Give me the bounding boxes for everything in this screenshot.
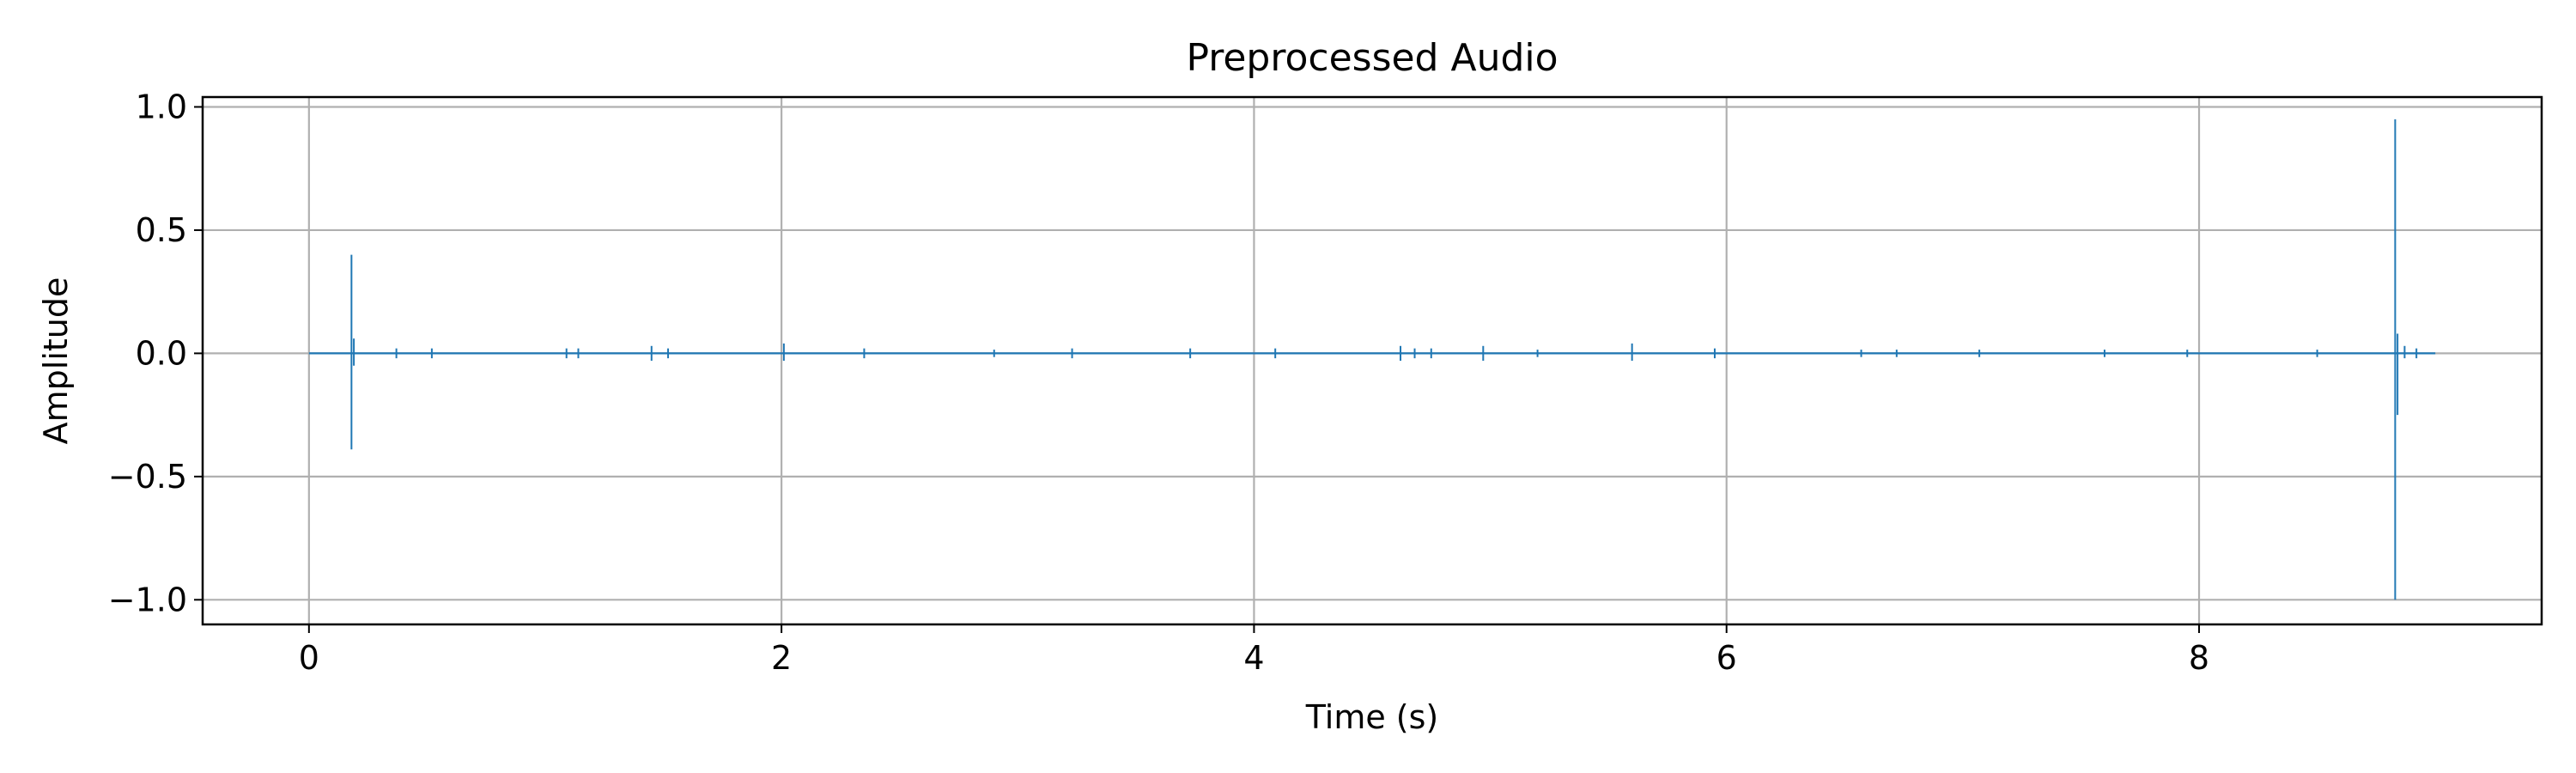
x-tick-label: 0 [299,639,319,677]
x-tick-label: 8 [2189,639,2209,677]
y-tick-label: 0.0 [136,334,187,372]
y-tick-label: −0.5 [108,458,187,496]
x-tick-label: 2 [771,639,792,677]
y-tick-label: 0.5 [136,211,187,249]
axis-ticks: 0 2 4 6 8 1.0 0.5 0.0 −0.5 −1.0 [108,88,2209,677]
plot-frame [201,95,2543,626]
x-tick-label: 6 [1716,639,1737,677]
x-axis-label: Time (s) [1305,698,1439,736]
chart-title: Preprocessed Audio [1186,36,1558,80]
grid [203,97,2542,624]
x-tick-label: 4 [1243,639,1264,677]
y-tick-label: 1.0 [136,88,187,125]
waveform-series [308,119,2436,600]
y-tick-label: −1.0 [108,581,187,618]
y-axis-label: Amplitude [37,277,75,445]
